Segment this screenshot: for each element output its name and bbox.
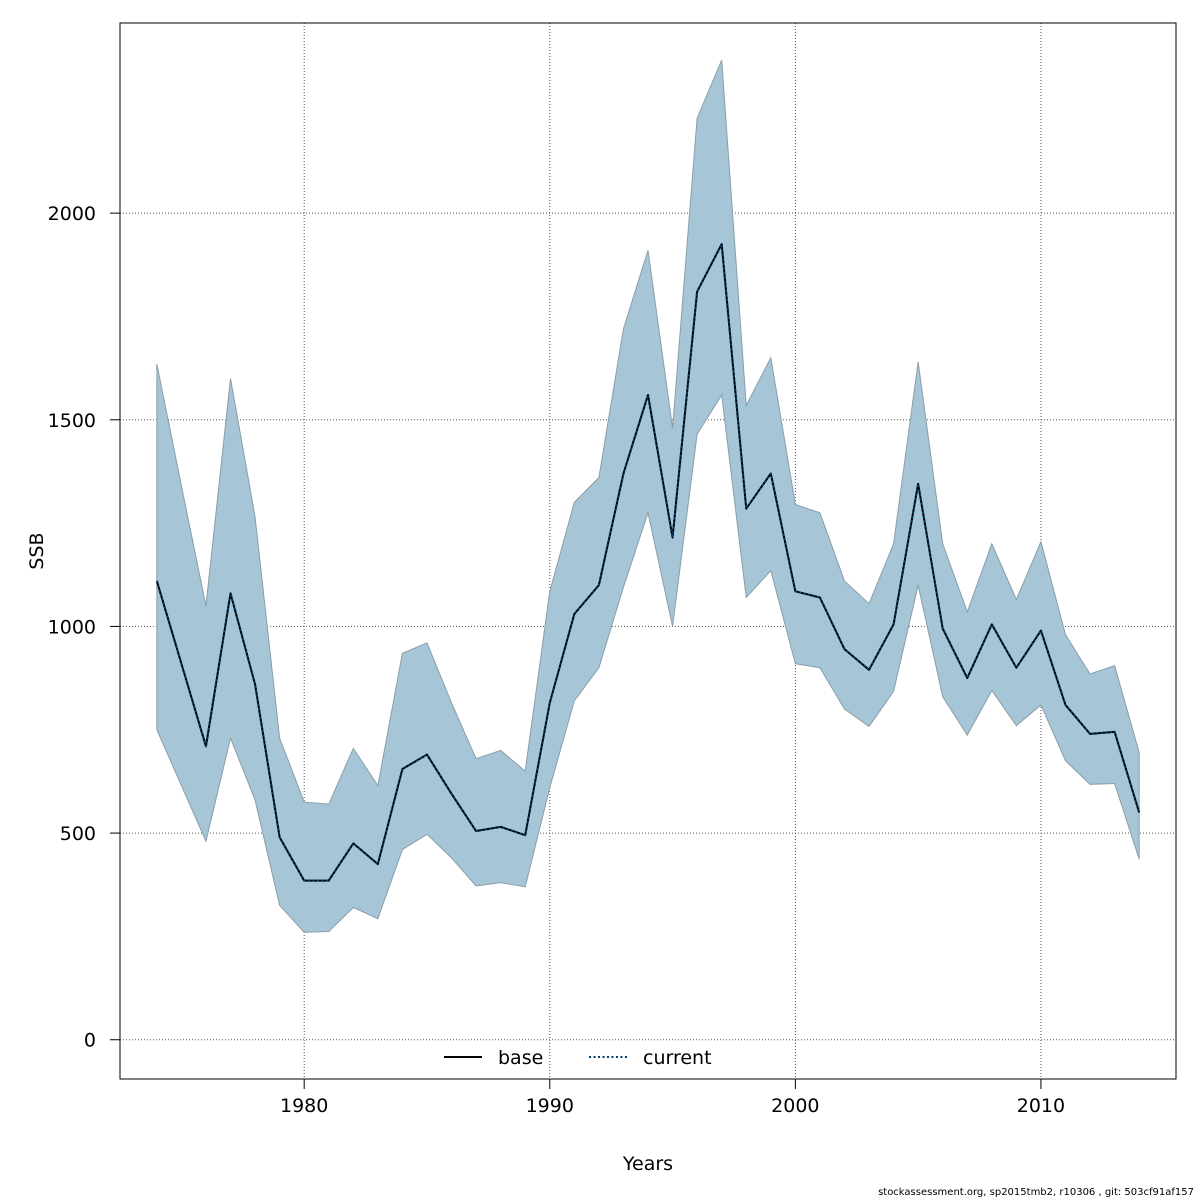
y-tick-label: 500 bbox=[60, 823, 96, 845]
x-tick-label: 2010 bbox=[1017, 1095, 1065, 1117]
x-tick-label: 2000 bbox=[771, 1095, 819, 1117]
y-tick-label: 1000 bbox=[48, 616, 96, 638]
x-tick-label: 1990 bbox=[526, 1095, 574, 1117]
y-tick-label: 2000 bbox=[48, 203, 96, 225]
series-lines bbox=[155, 243, 1141, 882]
confidence-band-area bbox=[156, 60, 1140, 933]
legend-label-current: current bbox=[643, 1047, 712, 1069]
confidence-band bbox=[156, 60, 1140, 933]
x-axis-title: Years bbox=[622, 1153, 673, 1175]
y-tick-label: 0 bbox=[84, 1030, 96, 1052]
y-axis: 0 500 1000 1500 2000 bbox=[48, 203, 120, 1052]
footer-note: stockassessment.org, sp2015tmb2, r10306 … bbox=[878, 1187, 1194, 1198]
x-tick-label: 1980 bbox=[280, 1095, 328, 1117]
y-tick-label: 1500 bbox=[48, 410, 96, 432]
y-axis-title: SSB bbox=[26, 532, 48, 569]
x-axis: 1980 1990 2000 2010 bbox=[280, 1079, 1065, 1117]
legend-label-base: base bbox=[498, 1047, 543, 1069]
plot-frame bbox=[119, 22, 1177, 1080]
series-line-base bbox=[155, 243, 1141, 882]
legend: base current bbox=[444, 1047, 712, 1069]
grid bbox=[120, 23, 1176, 1079]
